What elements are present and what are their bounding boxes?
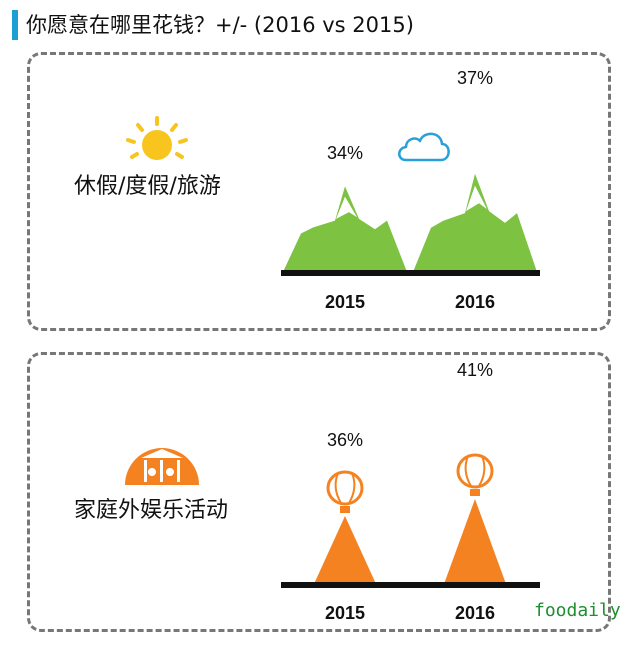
panel-entertainment — [27, 352, 611, 632]
tick-label-vacation-2016: 2016 — [454, 292, 496, 312]
category-label-vacation: 休假/度假/旅游 — [74, 174, 221, 199]
carousel-icon — [125, 448, 199, 485]
page-title: 你愿意在哪里花钱？+/- (2016 vs 2015) — [26, 13, 414, 37]
title-accent-bar — [12, 10, 18, 40]
cone-bar-2015 — [314, 516, 376, 584]
balloon-stripes — [334, 472, 356, 504]
tick-label-entertainment-2016: 2016 — [454, 603, 496, 623]
tick-label-vacation-2015: 2015 — [324, 292, 366, 312]
mountain-snowcap-2016 — [466, 185, 487, 212]
value-label-entertainment-2016: 41% — [456, 360, 494, 380]
category-label-entertainment: 家庭外娱乐活动 — [74, 498, 229, 523]
value-label-vacation-2016: 37% — [456, 68, 494, 88]
watermark: foodaily — [534, 600, 621, 621]
balloon-basket — [470, 489, 480, 496]
mountain-bar-2015 — [283, 186, 407, 272]
hot-air-balloon-icon — [456, 453, 494, 489]
sun-icon — [126, 116, 188, 160]
value-label-entertainment-2015: 36% — [326, 430, 364, 450]
panel-vacation — [27, 52, 611, 331]
balloon-stripes — [464, 455, 486, 487]
hot-air-balloon-icon — [326, 470, 364, 506]
axis-baseline-vacation — [281, 270, 540, 276]
axis-baseline-entertainment — [281, 582, 540, 588]
cloud-icon — [398, 132, 450, 162]
cone-bar-2016 — [444, 499, 506, 584]
tick-label-entertainment-2015: 2015 — [324, 603, 366, 623]
balloon-basket — [340, 506, 350, 513]
mountain-bar-2016 — [413, 173, 537, 272]
value-label-vacation-2015: 34% — [326, 143, 364, 163]
mountain-snowcap-2015 — [336, 196, 357, 219]
